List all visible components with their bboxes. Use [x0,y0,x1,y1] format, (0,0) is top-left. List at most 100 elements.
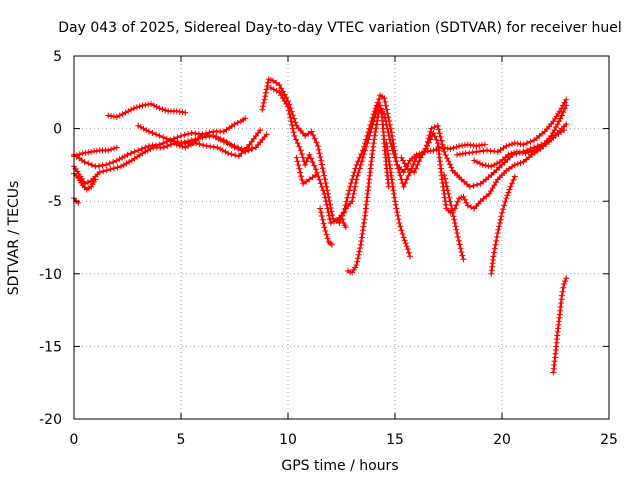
data-point [219,147,226,154]
series-pass-11 [293,154,319,187]
data-point [372,128,379,135]
data-point [259,106,266,113]
data-point [450,213,457,220]
data-point [294,158,301,165]
data-point [296,143,303,150]
data-point [434,122,441,129]
data-point [142,148,149,155]
data-point [373,125,379,132]
data-point [242,148,249,155]
data-point [496,223,503,230]
data-point [454,233,461,240]
data-point [508,150,515,157]
data-point [135,122,142,129]
data-point [311,135,318,142]
data-point [509,141,515,148]
data-point [185,143,192,149]
data-point [153,131,159,138]
data-point [392,201,399,208]
data-point [285,103,291,110]
data-point [506,142,513,149]
data-point [305,130,312,137]
data-point [430,130,437,136]
data-point [370,111,377,118]
data-point [173,141,180,148]
data-point [308,155,314,162]
data-point [499,209,505,216]
data-point [265,79,271,86]
data-point [383,106,390,113]
data-point [390,190,397,197]
data-point [446,194,453,201]
data-point [361,143,367,150]
data-point [413,151,420,158]
data-point [397,172,404,179]
data-point [439,141,446,148]
series-pass-17 [441,172,467,263]
data-point [561,281,568,287]
data-point [501,202,508,209]
data-point [145,128,152,135]
data-point [110,145,117,152]
data-point [384,110,391,117]
data-point [371,136,378,143]
data-point [461,196,468,203]
data-point [318,213,325,219]
data-point [447,198,454,205]
data-point [405,249,412,256]
data-point [442,175,449,182]
series-pass-4 [71,195,82,206]
series-pass-13 [317,205,335,248]
data-point [495,226,502,233]
data-point [217,135,224,142]
data-point [281,91,288,98]
data-point [296,165,303,172]
data-point [431,133,438,140]
data-point [404,246,411,253]
data-point [122,109,129,116]
data-point [248,145,255,152]
data-point [494,160,500,167]
data-point [310,132,317,139]
data-point [493,167,500,173]
series-pass-3 [71,170,99,193]
data-point [238,147,245,154]
data-point [497,216,504,223]
series-pass-8 [173,115,249,151]
data-point [504,192,511,199]
data-point [457,245,464,252]
data-point [451,220,458,226]
data-point [400,183,407,190]
data-point [509,180,515,187]
data-point [451,216,458,223]
data-point [446,161,453,168]
data-point [73,152,80,159]
data-point [377,106,384,113]
data-point [316,150,323,157]
data-point [342,202,349,209]
data-point [372,105,379,112]
data-point [232,152,239,159]
data-point [100,168,107,175]
series-pass-20 [454,96,570,158]
data-point [356,154,363,161]
data-point [119,154,126,161]
data-point [318,157,325,164]
data-point [394,209,401,216]
data-point [505,151,512,158]
data-point [386,136,393,143]
data-point [431,124,438,131]
data-point [505,189,512,196]
data-point [260,103,266,110]
data-point [514,160,521,167]
data-point [159,106,166,113]
data-point [235,153,242,160]
data-point [156,105,163,112]
data-point [308,128,315,135]
data-point [363,136,370,143]
data-point [458,249,465,255]
data-point [128,150,135,157]
data-point [309,174,316,181]
data-point [315,143,321,149]
